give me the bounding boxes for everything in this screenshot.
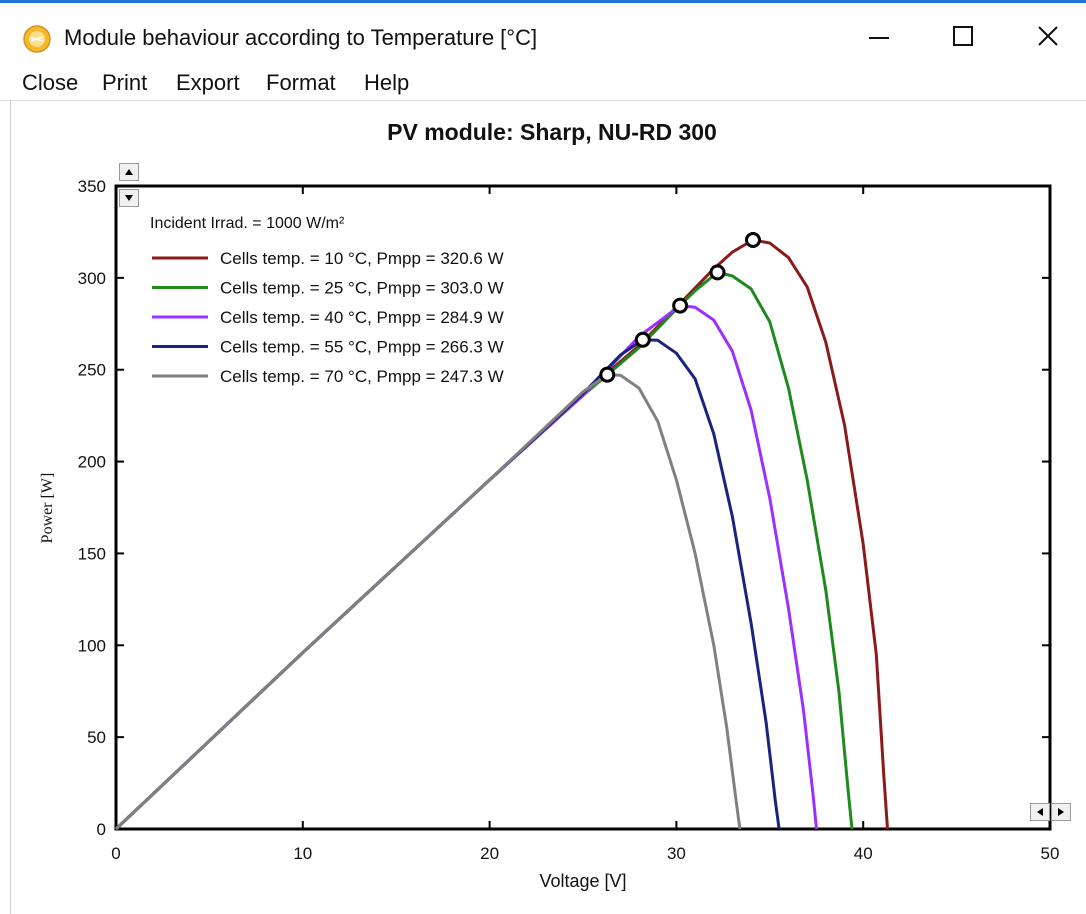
scroll-down-button[interactable] xyxy=(119,189,139,207)
menu-bar: Close Print Export Format Help xyxy=(0,66,1086,101)
minimize-icon xyxy=(869,37,889,39)
right-arrow-icon xyxy=(1058,808,1064,816)
maximize-button[interactable] xyxy=(940,13,986,59)
menu-help[interactable]: Help xyxy=(364,70,410,95)
close-icon xyxy=(1038,26,1058,46)
down-arrow-icon xyxy=(125,195,133,201)
sun-app-icon xyxy=(22,24,52,54)
close-button[interactable] xyxy=(1025,13,1071,59)
scroll-left-button[interactable] xyxy=(1030,803,1050,821)
menu-export[interactable]: Export xyxy=(176,70,240,95)
up-arrow-icon xyxy=(125,169,133,175)
menu-close[interactable]: Close xyxy=(22,70,79,95)
window-top-accent xyxy=(0,0,1086,3)
left-arrow-icon xyxy=(1037,808,1043,816)
scroll-right-button[interactable] xyxy=(1051,803,1071,821)
menu-print[interactable]: Print xyxy=(102,70,148,95)
window-title: Module behaviour according to Temperatur… xyxy=(64,25,538,50)
minimize-button[interactable] xyxy=(856,13,902,59)
chart-area xyxy=(0,101,1086,914)
menu-format[interactable]: Format xyxy=(266,70,336,95)
maximize-icon xyxy=(953,26,973,46)
title-bar: Module behaviour according to Temperatur… xyxy=(0,3,1086,65)
scroll-up-button[interactable] xyxy=(119,163,139,181)
left-divider xyxy=(10,101,11,914)
